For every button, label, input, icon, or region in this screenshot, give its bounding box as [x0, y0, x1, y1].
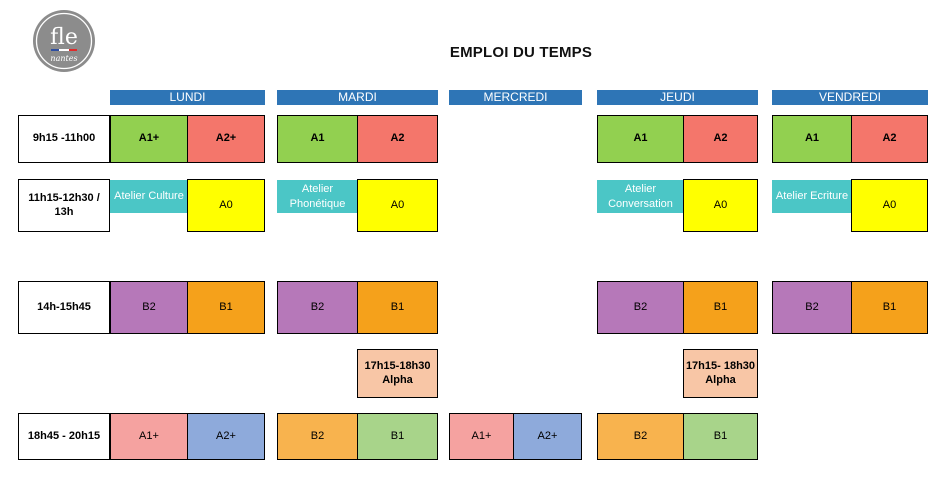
day-header-mardi: MARDI [277, 90, 438, 105]
class-jeudi-4a: B2 [597, 413, 684, 460]
class-jeudi-2: A0 [683, 179, 758, 232]
class-lundi-3b: B1 [187, 281, 265, 334]
class-vendredi-1b: A2 [851, 115, 928, 163]
class-vendredi-2: A0 [851, 179, 928, 232]
class-vendredi-3a: B2 [772, 281, 852, 334]
class-mercredi-4a: A1+ [449, 413, 514, 460]
day-header-jeudi: JEUDI [597, 90, 758, 105]
logo-word: fle [50, 25, 78, 50]
alpha-mardi: 17h15-18h30 Alpha [357, 349, 438, 398]
class-mardi-3b: B1 [357, 281, 438, 334]
class-jeudi-4b: B1 [683, 413, 758, 460]
class-mardi-4b: B1 [357, 413, 438, 460]
atelier-mardi: Atelier Phonétique [277, 180, 358, 213]
class-lundi-4a: A1+ [110, 413, 188, 460]
time-slot-3: 14h-15h45 [18, 281, 110, 334]
class-lundi-2: A0 [187, 179, 265, 232]
class-jeudi-1b: A2 [683, 115, 758, 163]
alpha-jeudi: 17h15- 18h30 Alpha [683, 349, 758, 398]
class-mardi-1b: A2 [357, 115, 438, 163]
atelier-vendredi: Atelier Ecriture [772, 180, 852, 213]
day-header-vendredi: VENDREDI [772, 90, 928, 105]
day-header-lundi: LUNDI [110, 90, 265, 105]
class-vendredi-1a: A1 [772, 115, 852, 163]
class-lundi-1b: A2+ [187, 115, 265, 163]
class-jeudi-3a: B2 [597, 281, 684, 334]
atelier-lundi: Atelier Culture [110, 180, 188, 213]
class-lundi-4b: A2+ [187, 413, 265, 460]
time-slot-4: 18h45 - 20h15 [18, 413, 110, 460]
class-vendredi-3b: B1 [851, 281, 928, 334]
page-title: EMPLOI DU TEMPS [449, 44, 593, 61]
day-header-mercredi: MERCREDI [449, 90, 582, 105]
class-mercredi-4b: A2+ [513, 413, 582, 460]
class-jeudi-3b: B1 [683, 281, 758, 334]
class-mardi-1a: A1 [277, 115, 358, 163]
fle-nantes-logo: fle nantes [33, 10, 95, 72]
class-lundi-1a: A1+ [110, 115, 188, 163]
class-mardi-3a: B2 [277, 281, 358, 334]
logo-sub: nantes [50, 54, 77, 63]
time-slot-2: 11h15-12h30 / 13h [18, 179, 110, 232]
class-mardi-4a: B2 [277, 413, 358, 460]
time-slot-1: 9h15 -11h00 [18, 115, 110, 163]
class-jeudi-1a: A1 [597, 115, 684, 163]
class-mardi-2: A0 [357, 179, 438, 232]
atelier-jeudi: Atelier Conversation [597, 180, 684, 213]
class-lundi-3a: B2 [110, 281, 188, 334]
